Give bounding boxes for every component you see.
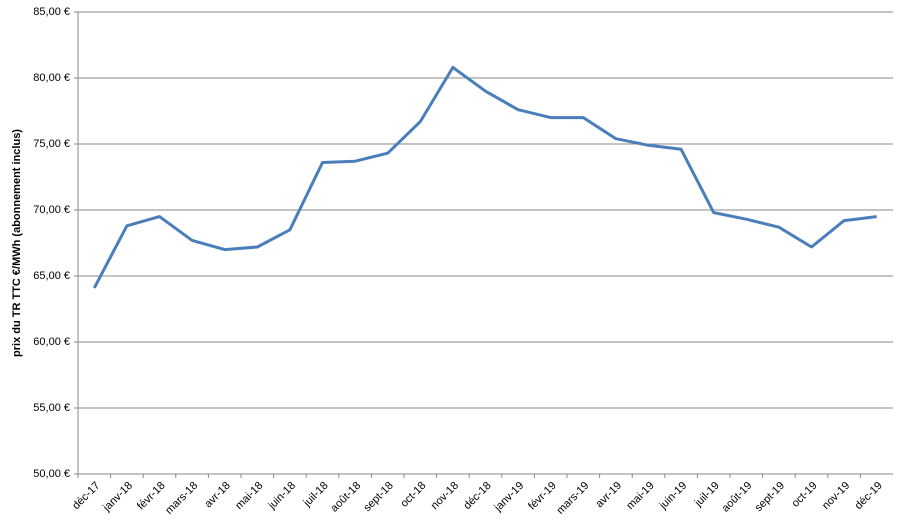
x-tick-label: janv-18 [100,480,135,515]
x-tick-label: août-18 [328,480,363,515]
x-tick-label: avr-19 [594,480,625,511]
x-tick-label: mai-19 [624,480,656,512]
x-tick-label: nov-18 [429,480,461,512]
x-tick-label: sept-18 [361,480,395,514]
x-tick-label: nov-19 [820,480,852,512]
x-tick-label: août-19 [720,480,755,515]
x-tick-label: mars-18 [163,480,200,517]
x-tick-label: juil-18 [301,480,331,510]
x-tick-label: juin-19 [657,480,690,513]
x-tick-label: mai-18 [233,480,265,512]
x-tick-label: oct-19 [790,480,820,510]
x-tick-label: juin-18 [266,480,299,513]
y-axis-label: prix du TR TTC €/MWh (abonnement inclus) [11,129,23,357]
y-tick-label: 55,00 € [33,402,70,414]
x-tick-label: oct-18 [398,480,428,510]
y-tick-label: 50,00 € [33,468,70,480]
data-line [92,65,877,289]
y-tick-label: 80,00 € [33,72,70,84]
y-tick-label: 60,00 € [33,336,70,348]
x-tick-label: avr-18 [202,480,233,511]
y-tick-label: 70,00 € [33,204,70,216]
x-tick-label: mars-19 [554,480,591,517]
y-tick-label: 85,00 € [33,6,70,18]
x-tick-label: déc-17 [70,480,102,512]
y-tick-label: 75,00 € [33,138,70,150]
x-tick-label: déc-19 [853,480,885,512]
x-tick-label: juil-19 [692,480,722,510]
x-tick-label: déc-18 [461,480,493,512]
x-tick-label: sept-19 [753,480,787,514]
x-tick-label: janv-19 [492,480,527,515]
y-tick-label: 65,00 € [33,270,70,282]
